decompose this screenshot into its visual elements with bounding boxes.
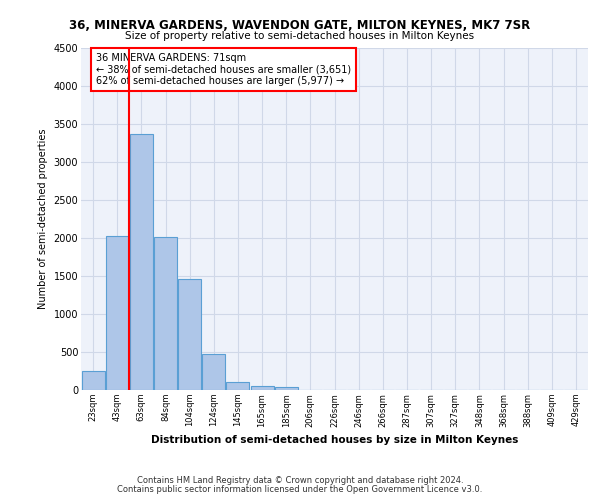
Bar <box>82 371 104 390</box>
Bar <box>226 382 250 390</box>
Y-axis label: Number of semi-detached properties: Number of semi-detached properties <box>38 128 48 309</box>
Bar <box>275 386 298 390</box>
Bar <box>154 237 177 390</box>
Text: 36 MINERVA GARDENS: 71sqm
← 38% of semi-detached houses are smaller (3,651)
62% : 36 MINERVA GARDENS: 71sqm ← 38% of semi-… <box>96 52 352 86</box>
X-axis label: Distribution of semi-detached houses by size in Milton Keynes: Distribution of semi-detached houses by … <box>151 435 518 445</box>
Bar <box>202 354 225 390</box>
Bar <box>178 279 201 390</box>
Text: Contains HM Land Registry data © Crown copyright and database right 2024.: Contains HM Land Registry data © Crown c… <box>137 476 463 485</box>
Text: Contains public sector information licensed under the Open Government Licence v3: Contains public sector information licen… <box>118 484 482 494</box>
Bar <box>251 386 274 390</box>
Bar <box>130 134 153 390</box>
Text: 36, MINERVA GARDENS, WAVENDON GATE, MILTON KEYNES, MK7 7SR: 36, MINERVA GARDENS, WAVENDON GATE, MILT… <box>70 19 530 32</box>
Text: Size of property relative to semi-detached houses in Milton Keynes: Size of property relative to semi-detach… <box>125 31 475 41</box>
Bar <box>106 236 128 390</box>
